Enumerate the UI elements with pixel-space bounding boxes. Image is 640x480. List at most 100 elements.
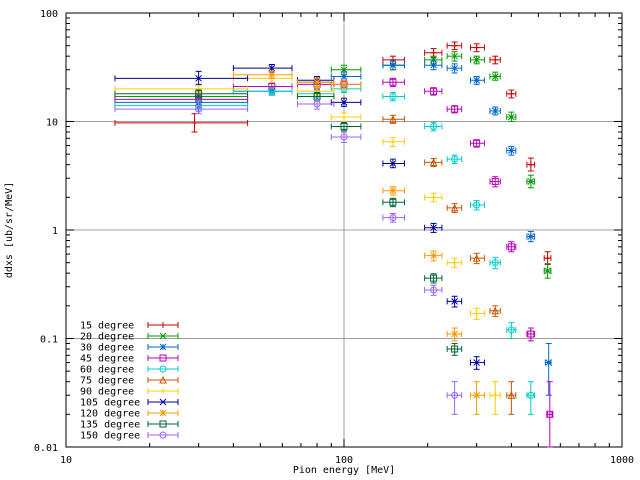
data-point: [469, 381, 485, 415]
data-point: [526, 327, 536, 342]
marker-circle: [507, 326, 515, 334]
y-axis-label: ddxs [ub/sr/MeV]: [4, 182, 15, 278]
series-60-degree: [114, 84, 536, 415]
data-point: [489, 381, 501, 415]
data-point: [330, 79, 362, 90]
marker-cross: [451, 52, 458, 60]
series-layer: [114, 41, 554, 448]
series-90-degree: [114, 74, 501, 415]
marker-circle: [430, 122, 438, 130]
data-point: [446, 63, 463, 74]
data-point: [382, 137, 405, 147]
data-point: [489, 55, 501, 65]
data-point: [489, 71, 501, 81]
data-point: [424, 48, 443, 58]
data-point: [424, 284, 443, 296]
marker-star: [389, 61, 397, 69]
legend-item: 15 degree: [80, 321, 179, 332]
data-point: [382, 114, 405, 124]
legend-item: 20 degree: [80, 332, 179, 343]
marker-star: [508, 147, 515, 154]
marker-triangle: [450, 203, 459, 212]
marker-square: [430, 274, 438, 282]
y-tick-label: 0.01: [34, 443, 58, 454]
marker-circle: [268, 87, 276, 95]
data-point: [526, 174, 536, 189]
series-45-degree: [114, 77, 554, 448]
data-point: [424, 222, 443, 233]
legend-label: 60 degree: [80, 365, 134, 376]
legend-item: 30 degree: [80, 343, 179, 354]
legend-label: 45 degree: [80, 354, 134, 365]
data-point: [114, 89, 249, 99]
marker-circle: [389, 214, 397, 222]
data-point: [114, 104, 249, 115]
marker-triangle: [507, 391, 516, 399]
data-point: [114, 84, 249, 94]
data-point: [330, 112, 362, 122]
data-point: [506, 381, 517, 415]
data-point: [382, 60, 405, 71]
data-point: [469, 307, 485, 320]
data-point: [489, 256, 501, 270]
legend-label: 20 degree: [80, 332, 134, 343]
data-point: [446, 154, 463, 165]
data-point: [526, 381, 536, 415]
marker-square: [430, 87, 438, 95]
x-axis-label: Pion energy [MeV]: [293, 465, 395, 476]
legend-item: 135 degree: [80, 420, 179, 431]
marker-square: [159, 420, 167, 428]
data-point: [469, 43, 485, 53]
data-point: [424, 273, 443, 284]
marker-square: [195, 90, 203, 98]
data-point: [489, 305, 501, 317]
marker-circle: [340, 133, 348, 141]
data-point: [382, 55, 405, 65]
data-point: [296, 77, 335, 88]
legend-item: 60 degree: [80, 365, 179, 376]
legend-label: 15 degree: [80, 321, 134, 332]
marker-cross: [527, 178, 535, 185]
marker-star: [451, 330, 458, 338]
data-point: [382, 212, 405, 223]
data-point: [489, 176, 501, 188]
marker-star: [313, 78, 321, 86]
series-30-degree: [114, 60, 553, 396]
legend-label: 90 degree: [80, 387, 134, 398]
data-point: [446, 51, 463, 62]
marker-star: [159, 409, 167, 417]
legend-label: 30 degree: [80, 343, 134, 354]
marker-cross: [473, 56, 480, 64]
data-point: [469, 200, 485, 211]
data-point: [469, 252, 485, 265]
marker-circle: [159, 431, 167, 439]
data-point: [546, 381, 554, 448]
marker-cross: [389, 160, 397, 167]
marker-triangle: [491, 306, 500, 315]
marker-triangle: [389, 115, 397, 123]
data-point: [424, 87, 443, 96]
marker-circle: [473, 201, 481, 209]
series-75-degree: [382, 114, 517, 415]
x-tick-label: 1000: [610, 455, 634, 466]
series-15-degree: [114, 41, 552, 266]
data-point: [469, 139, 485, 148]
legend-item: 90 degree: [80, 387, 179, 398]
data-point: [232, 64, 293, 73]
data-point: [446, 203, 463, 213]
marker-cross: [195, 74, 202, 82]
marker-triangle: [429, 158, 438, 166]
data-point: [424, 121, 443, 132]
marker-square: [159, 354, 167, 362]
y-tick-label: 0.1: [40, 335, 58, 346]
marker-square: [389, 198, 397, 206]
data-point: [330, 121, 362, 132]
marker-circle: [451, 391, 459, 399]
marker-circle: [451, 155, 459, 163]
marker-star: [340, 80, 348, 88]
data-point: [506, 145, 517, 156]
data-point: [296, 98, 335, 110]
data-point: [469, 356, 485, 370]
marker-square: [507, 243, 515, 251]
legend-label: 135 degree: [80, 420, 140, 431]
